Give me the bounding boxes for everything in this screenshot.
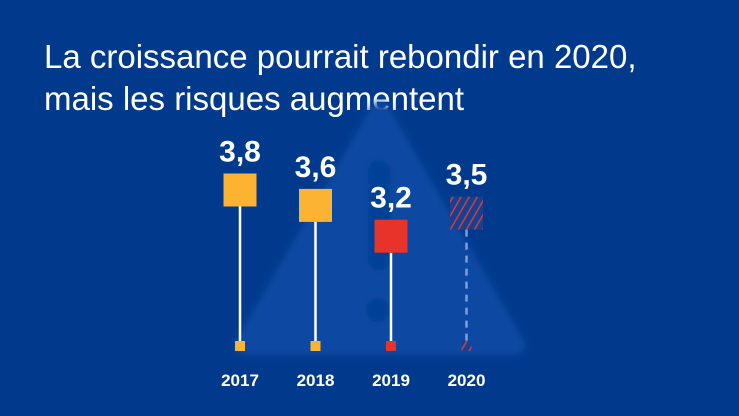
base-marker-2017 — [235, 341, 245, 351]
title-line-2: mais les risques augmentent — [44, 80, 465, 117]
value-label-2020: 3,5 — [446, 159, 488, 192]
year-label-2018: 2018 — [297, 371, 335, 390]
value-label-2019: 3,2 — [370, 182, 412, 215]
title-line-1: La croissance pourrait rebondir en 2020, — [44, 38, 637, 75]
year-label-2020: 2020 — [448, 371, 486, 390]
value-label-2017: 3,8 — [219, 136, 261, 169]
value-label-2018: 3,6 — [295, 151, 337, 184]
value-marker-2017 — [223, 173, 257, 207]
year-label-2019: 2019 — [372, 371, 410, 390]
value-marker-2019 — [374, 219, 408, 253]
base-marker-2019 — [386, 341, 396, 351]
base-marker-2018 — [310, 341, 321, 351]
year-label-2017: 2017 — [221, 371, 259, 390]
value-marker-2020 — [450, 196, 483, 230]
chart-title: La croissance pourrait rebondir en 2020,… — [44, 36, 637, 120]
base-marker-2020 — [461, 341, 472, 351]
value-marker-2018 — [299, 188, 332, 222]
